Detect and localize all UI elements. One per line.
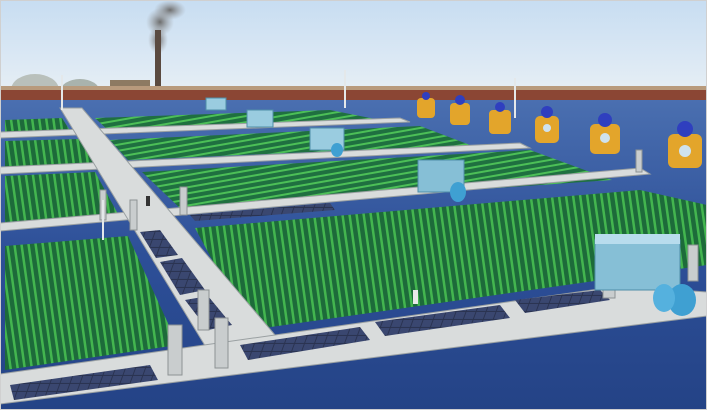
solar-panels [10,203,610,400]
walkways [0,107,707,405]
shore-top [0,86,707,90]
sky [0,0,707,100]
poles [61,70,516,240]
buoys [417,92,702,168]
smoke [146,0,186,54]
pump-houses [205,97,696,316]
smokestack [155,30,161,88]
shore [0,88,707,102]
pools [5,110,707,370]
figures [146,196,418,304]
